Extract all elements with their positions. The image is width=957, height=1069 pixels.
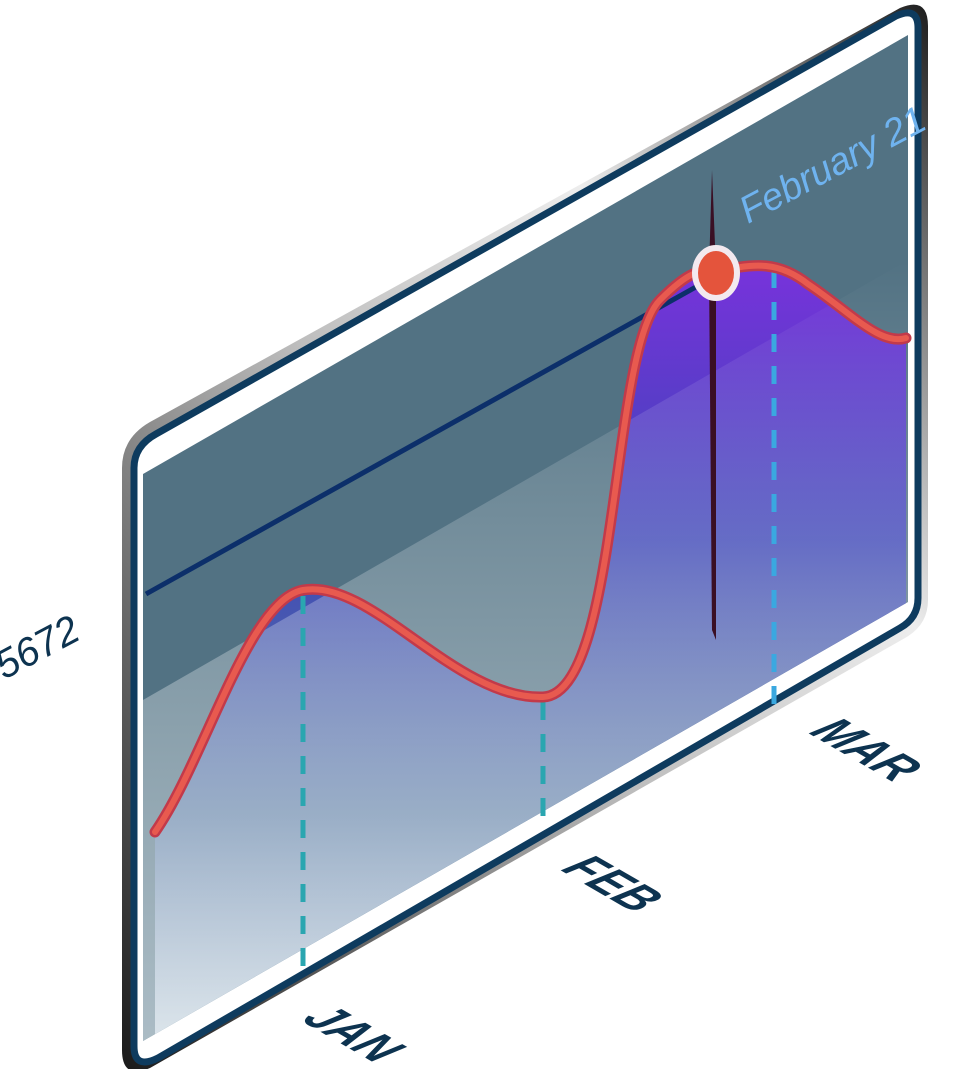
highlight-marker[interactable] bbox=[692, 245, 740, 301]
reference-line bbox=[144, 275, 714, 597]
x-tick-label-mar: MAR bbox=[798, 711, 934, 789]
x-tick-label-feb: FEB bbox=[550, 848, 675, 920]
y-reference-label: 5672 bbox=[0, 607, 87, 688]
series-line bbox=[152, 262, 909, 835]
panel-lower-fade bbox=[143, 260, 908, 1041]
x-tick-label-jan: JAN bbox=[290, 998, 417, 1069]
